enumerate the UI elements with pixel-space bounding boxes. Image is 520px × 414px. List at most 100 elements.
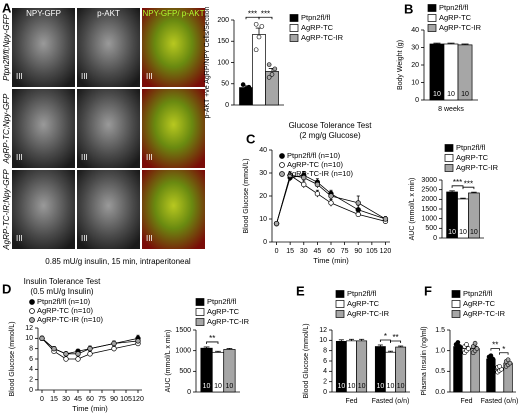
data-point <box>505 357 511 363</box>
y-axis-label: Blood Glucose (mmol/L) <box>9 321 16 396</box>
legend-marker <box>279 153 285 159</box>
error-bar <box>447 42 455 44</box>
micrograph <box>77 8 140 87</box>
y-tick-label: 8 <box>29 346 33 353</box>
y-tick-label: 2 <box>29 377 33 384</box>
y-axis-label: Blood Glucose (mmol/L) <box>243 158 250 233</box>
x-axis-label: Time (min) <box>72 404 108 413</box>
chart-subtitle: (2 mg/g Glucose) <box>299 131 361 140</box>
y-tick-label: 0 <box>415 97 419 104</box>
legend-swatch <box>195 318 205 326</box>
y-tick-label: 3000 <box>421 177 437 184</box>
marker <box>135 338 141 344</box>
caption: 0.85 mU/g insulin, 15 min, intraperitone… <box>45 257 191 266</box>
data-point <box>488 353 494 358</box>
y-tick-label: 500 <box>179 368 191 375</box>
column-label: p-AKT <box>97 9 120 18</box>
y-tick-label: 2000 <box>421 196 437 203</box>
x-tick-label: 8 weeks <box>438 106 464 113</box>
x-tick-label: 0 <box>40 396 44 403</box>
significance-label: ** <box>209 334 215 343</box>
error-bar <box>433 42 441 44</box>
micrograph <box>142 170 205 249</box>
x-tick-label: 45 <box>74 396 82 403</box>
legend-label: AgRP-TC-IR <box>301 33 344 42</box>
legend-label: AgRP-TC (n=10) <box>37 306 94 315</box>
n-label: 10 <box>459 229 467 236</box>
legend-label: Ptpn2fl/fl <box>347 289 377 298</box>
marker <box>75 351 81 357</box>
x-tick-label: 90 <box>354 248 362 255</box>
marker <box>301 174 307 181</box>
y-axis-label: AUC (mmol/L x min) <box>165 330 172 393</box>
significance-label: * <box>502 345 505 354</box>
micrograph-grid: Ptpn2fl/fl;Npy-GFP III NPY-GFP III p-AKT III N… <box>2 8 205 251</box>
error-bar <box>226 347 233 350</box>
n-label: 10 <box>376 383 384 390</box>
n-label: 10 <box>214 383 222 390</box>
y-tick-label: 12 <box>319 327 327 334</box>
legend-label: AgRP-TC <box>456 153 489 162</box>
n-label: 10 <box>470 229 478 236</box>
y-tick-label: 1500 <box>421 206 437 213</box>
y-tick-label: 0 <box>323 389 327 396</box>
y-tick-label: 0 <box>263 239 267 246</box>
row-label: AgRP-TC;Npy-GFP <box>2 93 11 164</box>
data-point <box>474 346 480 351</box>
data-point <box>266 75 272 80</box>
legend-label: AgRP-TC-IR (n=10) <box>287 169 354 178</box>
marker <box>355 200 361 206</box>
region-label: III <box>146 234 153 243</box>
x-tick-label: Fasted (o/n) <box>481 398 519 405</box>
data-point <box>497 364 502 369</box>
data-point <box>266 62 272 67</box>
significance-bracket <box>258 16 273 20</box>
y-tick-label: 1.0 <box>435 348 445 355</box>
marker <box>314 191 321 197</box>
legend-label: Ptpn2fl/fl <box>439 3 469 12</box>
marker <box>111 340 117 347</box>
x-tick-label: Fed <box>460 398 472 405</box>
y-tick-label: 2 <box>323 379 327 386</box>
n-label: 10 <box>461 91 469 98</box>
y-axis-label: Body Weight (g) <box>397 40 404 90</box>
y-tick-label: 1000 <box>175 348 191 355</box>
y-tick-label: 1.5 <box>435 327 445 334</box>
row-label: AgRP-TC-IR;Npy-GFP <box>2 169 11 251</box>
significance-label: ** <box>392 333 398 342</box>
x-tick-label: 75 <box>341 248 349 255</box>
micrograph <box>77 89 140 168</box>
x-tick-label: 120 <box>132 396 144 403</box>
y-tick-label: 6 <box>29 356 33 363</box>
y-axis-label: AUC (mmol/L x min) <box>409 178 416 241</box>
error-bar <box>449 190 455 192</box>
y-tick-label: 0.0 <box>435 389 445 396</box>
significance-label: *** <box>248 9 257 18</box>
legend-label: Ptpn2fl/fl <box>301 13 331 22</box>
marker <box>287 172 293 178</box>
column-label: NPY-GFP/ p-AKT <box>143 9 205 18</box>
marker <box>87 351 93 357</box>
marker <box>355 211 361 218</box>
y-tick-label: 100 <box>217 59 229 66</box>
data-point <box>472 340 478 346</box>
bar <box>470 348 480 393</box>
legend-swatch <box>451 310 461 318</box>
y-tick-label: 0 <box>225 102 229 109</box>
x-tick-label: 60 <box>86 396 94 403</box>
marker <box>314 181 321 188</box>
data-point <box>240 82 246 87</box>
error-bar <box>387 350 394 353</box>
micrograph <box>12 89 75 168</box>
y-tick-label: 10 <box>411 79 419 86</box>
panel-label: E <box>296 283 305 298</box>
n-label: 10 <box>348 383 356 390</box>
legend-label: AgRP-TC-IR <box>347 309 390 318</box>
n-label: 10 <box>447 91 455 98</box>
legend-label: AgRP-TC-IR <box>439 23 482 32</box>
legend-label: AgRP-TC <box>439 13 472 22</box>
data-point <box>256 34 262 40</box>
x-tick-label: 15 <box>50 396 58 403</box>
legend-swatch <box>444 144 454 152</box>
n-label: 10 <box>448 229 456 236</box>
